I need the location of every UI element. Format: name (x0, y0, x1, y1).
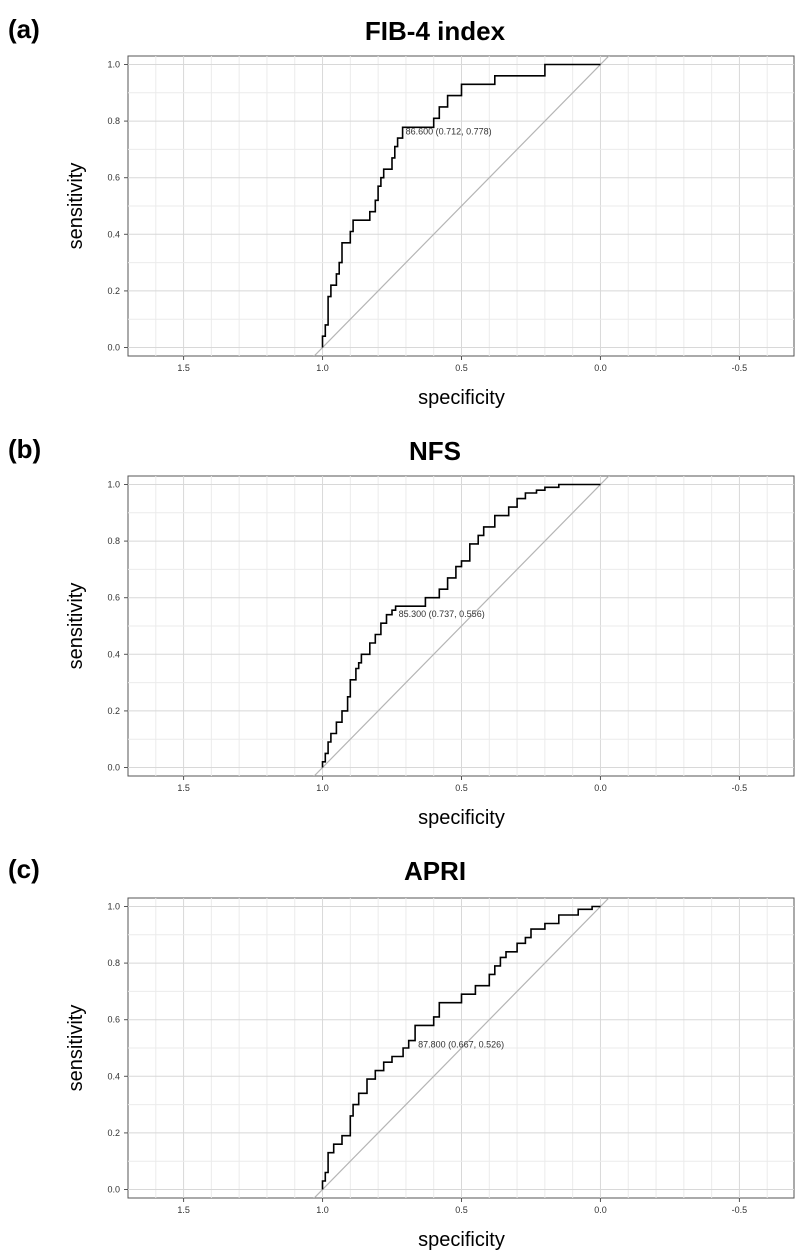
y-tick-label: 0.2 (107, 1128, 120, 1138)
y-tick-label: 0.0 (107, 343, 120, 353)
panel-label: (b) (8, 434, 41, 464)
x-tick-label: 1.0 (316, 1205, 329, 1215)
grid (128, 56, 794, 356)
x-tick-label: 1.5 (177, 1205, 190, 1215)
y-tick-label: 0.4 (107, 1071, 120, 1081)
x-tick-label: -0.5 (732, 1205, 748, 1215)
y-axis-title: sensitivity (65, 163, 87, 250)
x-tick-label: 0.0 (594, 363, 607, 373)
y-tick-label: 0.0 (107, 1185, 120, 1195)
threshold-annotation: 85.300 (0.737, 0.556) (399, 609, 485, 619)
threshold-annotation: 86.600 (0.712, 0.778) (406, 126, 492, 136)
x-tick-label: 0.5 (455, 783, 468, 793)
roc-panel-3: (c) APRI 0.0 0.2 0.4 0.6 0.8 1.0 1.5 1.0 0.5 0.0 -0.… (8, 854, 795, 1251)
roc-panel-1: (a) FIB-4 index 0.0 0.2 0.4 0.6 0.8 1.0 1.5 1.0 0.… (8, 14, 795, 409)
y-tick-label: 0.6 (107, 593, 120, 603)
y-tick-label: 1.0 (107, 901, 120, 911)
threshold-annotation: 87.800 (0.667, 0.526) (418, 1040, 504, 1050)
x-tick-label: 0.0 (594, 1205, 607, 1215)
y-tick-label: 0.4 (107, 649, 120, 659)
x-tick-label: -0.5 (732, 363, 748, 373)
y-tick-label: 0.2 (107, 706, 120, 716)
x-tick-label: 1.0 (316, 363, 329, 373)
grid (128, 898, 794, 1198)
y-tick-label: 0.6 (107, 173, 120, 183)
y-tick-label: 0.8 (107, 958, 120, 968)
x-tick-label: -0.5 (732, 783, 748, 793)
chart-title: FIB-4 index (365, 16, 506, 46)
roc-curve (321, 905, 601, 1190)
x-tick-label: 1.5 (177, 783, 190, 793)
panel-label: (c) (8, 854, 40, 884)
reference-line (313, 56, 610, 356)
reference-line (313, 898, 610, 1198)
chart-title: APRI (404, 856, 466, 886)
y-axis-title: sensitivity (65, 583, 87, 670)
y-tick-label: 0.8 (107, 116, 120, 126)
panel-label: (a) (8, 14, 40, 44)
x-tick-label: 0.5 (455, 363, 468, 373)
y-tick-label: 0.4 (107, 229, 120, 239)
roc-curve (321, 63, 601, 348)
y-tick-label: 1.0 (107, 59, 120, 69)
x-tick-label: 1.0 (316, 783, 329, 793)
y-tick-label: 0.6 (107, 1015, 120, 1025)
y-tick-label: 0.8 (107, 536, 120, 546)
y-tick-label: 0.0 (107, 763, 120, 773)
roc-panel-2: (b) NFS 0.0 0.2 0.4 0.6 0.8 1.0 1.5 1.0 0.5 0.0 -0.5… (8, 434, 795, 829)
y-axis-title: sensitivity (65, 1005, 87, 1092)
y-tick-label: 1.0 (107, 479, 120, 489)
x-tick-label: 0.5 (455, 1205, 468, 1215)
x-axis-title: specificity (418, 1229, 505, 1251)
roc-curve (321, 483, 601, 768)
x-axis-title: specificity (418, 387, 505, 409)
x-axis-title: specificity (418, 807, 505, 829)
y-tick-label: 0.2 (107, 286, 120, 296)
chart-title: NFS (409, 436, 461, 466)
reference-line (313, 476, 610, 776)
x-tick-label: 0.0 (594, 783, 607, 793)
x-tick-label: 1.5 (177, 363, 190, 373)
